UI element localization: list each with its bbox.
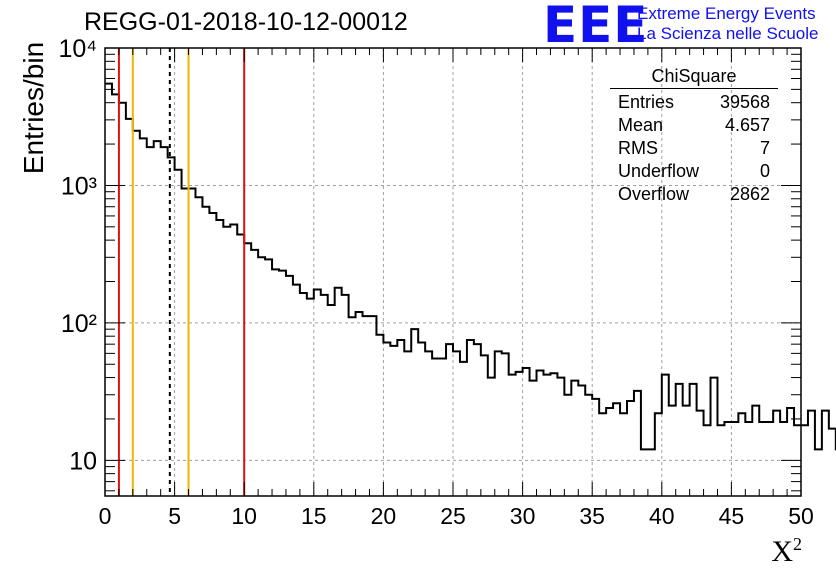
stats-label: RMS xyxy=(618,138,658,158)
y-tick-label: 10⁴ xyxy=(58,35,97,63)
x-tick-label: 45 xyxy=(719,503,745,529)
x-tick-label: 40 xyxy=(649,503,675,529)
histogram-line xyxy=(105,82,836,451)
stats-row-underflow: Underflow 0 xyxy=(610,160,778,183)
y-tick-label: 10² xyxy=(61,310,97,338)
x-tick-label: 10 xyxy=(231,503,257,529)
stats-label: Overflow xyxy=(618,184,690,204)
stats-row-rms: RMS 7 xyxy=(610,137,778,160)
stats-row-entries: Entries 39568 xyxy=(610,91,778,114)
stats-row-overflow: Overflow 2862 xyxy=(610,183,778,206)
stats-box: ChiSquare Entries 39568 Mean 4.657 RMS 7… xyxy=(610,66,778,206)
stats-label: Mean xyxy=(618,115,664,135)
x-tick-label: 30 xyxy=(510,503,536,529)
x-tick-label: 20 xyxy=(371,503,397,529)
y-axis-label: Entries/bin xyxy=(18,41,49,175)
stats-value: 4.657 xyxy=(724,115,770,135)
stats-value: 0 xyxy=(759,161,770,181)
stats-title: ChiSquare xyxy=(610,66,778,89)
logo-line-1: Extreme Energy Events xyxy=(637,4,816,23)
x-tick-label: 5 xyxy=(168,503,181,529)
eee-logo: EEE xyxy=(543,0,649,54)
x-axis-label: X2 xyxy=(771,534,802,568)
stats-value: 39568 xyxy=(719,92,770,112)
x-tick-label: 25 xyxy=(440,503,466,529)
axes: 0 5 10 15 20 25 30 35 40 45 50 10 10² 10³ 10⁴ xyxy=(58,35,813,529)
x-tick-label: 0 xyxy=(99,503,112,529)
histogram xyxy=(105,82,836,451)
stats-label: Entries xyxy=(618,92,675,112)
stats-row-mean: Mean 4.657 xyxy=(610,114,778,137)
stats-value: 2862 xyxy=(729,184,770,204)
x-tick-label: 50 xyxy=(788,503,814,529)
y-tick-label: 10 xyxy=(69,447,97,475)
x-tick-label: 15 xyxy=(301,503,327,529)
reference-lines xyxy=(117,48,246,496)
x-tick-label: 35 xyxy=(579,503,605,529)
plot-title: REGG-01-2018-10-12-00012 xyxy=(84,8,408,36)
stats-label: Underflow xyxy=(618,161,700,181)
y-tick-label: 10³ xyxy=(61,172,97,200)
stats-value: 7 xyxy=(759,138,770,158)
logo-line-2: La Scienza nelle Scuole xyxy=(637,24,819,43)
